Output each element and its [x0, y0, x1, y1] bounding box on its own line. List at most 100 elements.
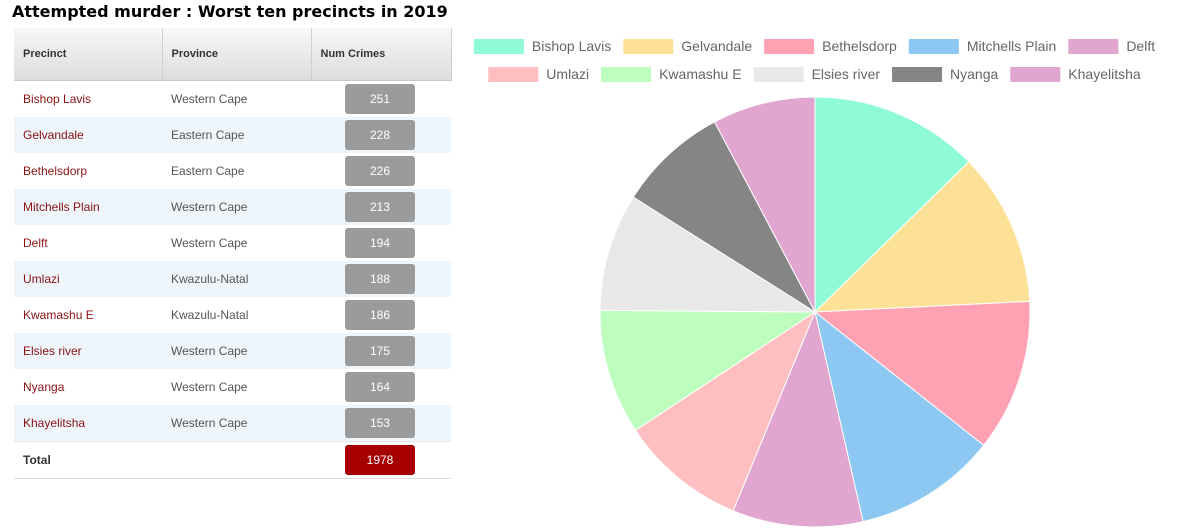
- pie-slice-gelvandale[interactable]: [813, 161, 1031, 313]
- total-cell: 1978: [311, 441, 451, 479]
- table-row: Mitchells Plain Western Cape 213: [14, 189, 451, 225]
- crimes-badge: 194: [345, 228, 415, 258]
- legend-swatch: [753, 67, 804, 82]
- pie-slice-mitchells-plain[interactable]: [814, 310, 985, 523]
- column-header-province[interactable]: Province: [162, 28, 312, 81]
- legend-label: Mitchells Plain: [967, 38, 1056, 54]
- province-cell: Western Cape: [162, 405, 311, 442]
- legend-item-umlazi[interactable]: Umlazi: [488, 66, 589, 82]
- legend-item-khayelitsha[interactable]: Khayelitsha: [1010, 66, 1141, 82]
- province-cell: Kwazulu-Natal: [171, 308, 249, 322]
- legend-label: Bethelsdorp: [822, 38, 897, 54]
- legend-item-gelvandale[interactable]: Gelvandale: [623, 38, 752, 54]
- crimes-cell: 188: [311, 261, 451, 297]
- province-cell: Kwazulu-Natal: [162, 261, 311, 297]
- column-header-num-crimes[interactable]: Num Crimes: [311, 28, 452, 81]
- table-header-row: Precinct Province Num Crimes: [14, 28, 452, 81]
- table-row: Gelvandale Eastern Cape 228: [14, 117, 451, 153]
- legend-item-elsies-river[interactable]: Elsies river: [753, 66, 881, 82]
- province-cell: Western Cape: [171, 236, 248, 250]
- legend-swatch: [488, 67, 539, 82]
- precinct-cell: Khayelitsha: [14, 405, 162, 442]
- precinct-cell: Gelvandale: [14, 117, 162, 153]
- legend-label: Khayelitsha: [1068, 66, 1141, 82]
- legend-item-bishop-lavis[interactable]: Bishop Lavis: [473, 38, 611, 54]
- precinct-cell: Bethelsdorp: [23, 164, 88, 178]
- pie-slice-umlazi[interactable]: [634, 310, 817, 512]
- table-row: Bishop Lavis Western Cape 251: [14, 81, 451, 118]
- crimes-cell: 194: [311, 225, 451, 261]
- pie-slice-nyanga[interactable]: [632, 121, 817, 314]
- total-label: Total: [14, 441, 162, 479]
- legend-swatch: [1010, 67, 1061, 82]
- pie-slices: [599, 96, 1031, 528]
- province-cell: Western Cape: [171, 92, 248, 106]
- pie-slice-kwamashu-e[interactable]: [599, 309, 817, 432]
- legend-swatch: [908, 39, 959, 54]
- pie-slice-elsies-river[interactable]: [599, 196, 817, 313]
- crimes-cell: 226: [311, 153, 451, 189]
- crimes-cell: 175: [311, 333, 451, 369]
- crimes-table: Precinct Province Num Crimes Bishop Lavi…: [14, 28, 452, 479]
- table-row: Umlazi Kwazulu-Natal 188: [14, 261, 451, 297]
- province-cell: Eastern Cape: [171, 164, 245, 178]
- crimes-badge: 164: [345, 372, 415, 402]
- crimes-badge: 188: [345, 264, 415, 294]
- province-cell: Eastern Cape: [162, 117, 311, 153]
- province-cell: Western Cape: [171, 380, 248, 394]
- total-badge: 1978: [345, 445, 415, 475]
- legend-swatch: [764, 39, 815, 54]
- pie-slice-delft[interactable]: [732, 310, 864, 528]
- total-row: Total 1978: [14, 441, 451, 479]
- legend-label: Umlazi: [546, 66, 589, 82]
- legend-item-delft[interactable]: Delft: [1068, 38, 1155, 54]
- legend-item-nyanga[interactable]: Nyanga: [892, 66, 999, 82]
- legend-item-mitchells-plain[interactable]: Mitchells Plain: [908, 38, 1056, 54]
- precinct-cell: Bishop Lavis: [23, 92, 92, 106]
- table-row: Nyanga Western Cape 164: [14, 369, 451, 405]
- table-row: Bethelsdorp Eastern Cape 226: [14, 153, 451, 189]
- table-row: Delft Western Cape 194: [14, 225, 451, 261]
- chart-legend: Bishop Lavis Gelvandale Bethelsdorp Mitchel…: [473, 38, 1155, 82]
- page-title: Attempted murder : Worst ten precincts i…: [12, 2, 448, 21]
- table-row: Khayelitsha Western Cape 153: [14, 405, 451, 442]
- pie-slice-bishop-lavis[interactable]: [814, 96, 970, 314]
- crimes-cell: 186: [311, 297, 451, 333]
- pie-slice-bethelsdorp[interactable]: [813, 300, 1031, 446]
- crimes-badge: 175: [345, 336, 415, 366]
- precinct-cell: Delft: [23, 236, 48, 250]
- legend-label: Gelvandale: [681, 38, 752, 54]
- legend-label: Bishop Lavis: [532, 38, 611, 54]
- legend-item-kwamashu-e[interactable]: Kwamashu E: [601, 66, 742, 82]
- column-header-precinct[interactable]: Precinct: [14, 28, 163, 81]
- table-row: Kwamashu E Kwazulu-Natal 186: [14, 297, 451, 333]
- crimes-badge: 226: [345, 156, 415, 186]
- pie-chart: Bishop Lavis Gelvandale Bethelsdorp Mitchel…: [473, 38, 1155, 528]
- crimes-cell: 251: [311, 81, 451, 118]
- pie-slice-khayelitsha[interactable]: [713, 96, 816, 313]
- total-spacer-cell: [162, 441, 311, 479]
- legend-swatch: [473, 39, 524, 54]
- precinct-cell: Umlazi: [14, 261, 162, 297]
- legend-swatch: [892, 67, 943, 82]
- legend-swatch: [1068, 39, 1119, 54]
- crimes-cell: 153: [311, 405, 451, 442]
- legend-label: Kwamashu E: [659, 66, 741, 82]
- crimes-badge: 213: [345, 192, 415, 222]
- crimes-badge: 228: [345, 120, 415, 150]
- legend-swatch: [601, 67, 652, 82]
- precinct-cell: Nyanga: [23, 380, 65, 394]
- legend-label: Elsies river: [812, 66, 881, 82]
- crimes-badge: 186: [345, 300, 415, 330]
- crimes-badge: 251: [345, 84, 415, 114]
- crimes-badge: 153: [345, 408, 415, 438]
- province-cell: Western Cape: [162, 333, 311, 369]
- province-cell: Western Cape: [162, 189, 311, 225]
- precinct-cell: Kwamashu E: [23, 308, 94, 322]
- precinct-cell: Mitchells Plain: [14, 189, 162, 225]
- crimes-cell: 213: [311, 189, 451, 225]
- legend-item-bethelsdorp[interactable]: Bethelsdorp: [764, 38, 897, 54]
- table-row: Elsies river Western Cape 175: [14, 333, 451, 369]
- crimes-cell: 228: [311, 117, 451, 153]
- legend-label: Delft: [1126, 38, 1155, 54]
